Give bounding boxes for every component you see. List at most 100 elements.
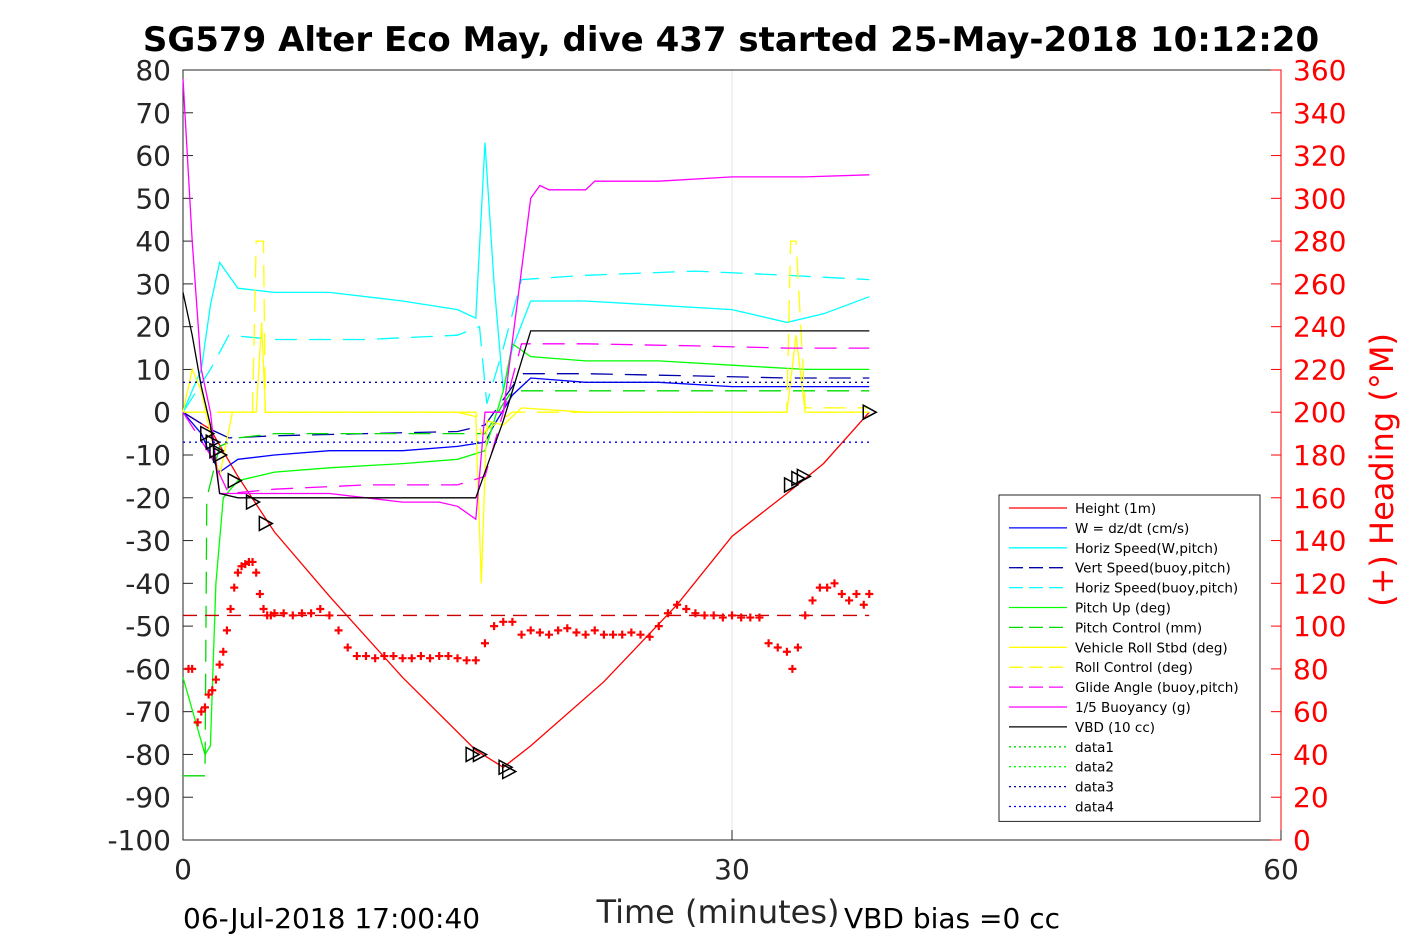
heading-point-79 [782, 647, 791, 656]
heading-point-2 [193, 718, 202, 727]
heading-point-55 [563, 624, 572, 633]
heading-point-25 [288, 611, 297, 620]
legend-label-0: Height (1m) [1075, 501, 1156, 517]
y-tick-label-13: -50 [125, 610, 171, 643]
y-tick-label-3: 50 [135, 182, 171, 215]
triangle-marker-9 [498, 759, 514, 776]
y-right-tick-label-5: 260 [1293, 268, 1346, 301]
y-tick-label-7: 10 [135, 353, 171, 386]
legend-box [998, 494, 1261, 822]
heading-point-73 [728, 611, 736, 620]
legend-label-4: Horiz Speed(buoy,pitch) [1075, 581, 1238, 597]
y-axis-right-label: (+) Heading (°M) [1363, 333, 1401, 607]
y-right-tick-label-17: 20 [1293, 781, 1329, 814]
heading-point-37 [398, 654, 407, 663]
series-line-2 [182, 142, 870, 413]
legend-label-1: W = dz/dt (cm/s) [1075, 521, 1189, 537]
y-tick-label-15: -70 [125, 696, 171, 729]
legend-label-10: 1/5 Buoyancy (g) [1075, 700, 1191, 716]
heading-point-62 [627, 628, 636, 637]
heading-point-8 [215, 660, 224, 669]
heading-point-48 [499, 617, 508, 626]
y-axis-right: 3603403203002802602402202001801601401201… [1271, 54, 1346, 857]
heading-point-6 [208, 686, 217, 695]
heading-point-27 [307, 609, 316, 618]
heading-point-1 [188, 664, 197, 673]
heading-point-23 [270, 609, 279, 618]
y-right-tick-label-0: 360 [1293, 54, 1346, 87]
y-tick-label-14: -60 [125, 653, 171, 686]
heading-point-75 [746, 613, 755, 622]
triangle-marker-6 [258, 515, 274, 532]
y-right-tick-label-2: 320 [1293, 140, 1346, 173]
heading-point-40 [426, 654, 435, 663]
heading-point-29 [325, 611, 334, 620]
heading-point-60 [609, 630, 618, 639]
y-right-tick-label-8: 200 [1293, 396, 1346, 429]
heading-point-89 [852, 590, 861, 599]
heading-point-71 [709, 611, 718, 620]
legend-label-9: Glide Angle (buoy,pitch) [1075, 680, 1239, 696]
series-line-6 [183, 390, 870, 777]
y-right-tick-label-9: 180 [1293, 439, 1346, 472]
heading-point-74 [737, 613, 746, 622]
heading-point-45 [471, 656, 480, 665]
heading-point-86 [830, 579, 839, 588]
y-right-tick-label-12: 120 [1293, 567, 1346, 600]
triangle-marker-3 [212, 446, 229, 464]
legend-label-7: Vehicle Roll Stbd (deg) [1075, 640, 1228, 656]
heading-point-47 [490, 622, 499, 631]
heading-point-34 [371, 654, 380, 663]
heading-point-85 [823, 583, 832, 592]
legend-label-8: Roll Control (deg) [1075, 660, 1193, 676]
triangle-marker-13 [796, 468, 812, 485]
x-tick-label-2: 60 [1263, 853, 1299, 886]
heading-point-5 [204, 690, 213, 699]
heading-points [184, 557, 874, 727]
heading-point-12 [230, 583, 239, 592]
heading-point-32 [352, 652, 361, 661]
legend-label-6: Pitch Control (mm) [1075, 620, 1202, 636]
heading-point-63 [636, 630, 645, 639]
y-tick-label-2: 60 [135, 140, 171, 173]
heading-point-72 [718, 613, 727, 622]
series-line-4 [182, 270, 870, 413]
heading-point-65 [654, 622, 663, 631]
heading-point-24 [279, 609, 288, 618]
y-right-tick-label-18: 0 [1293, 824, 1311, 857]
y-right-tick-label-15: 60 [1293, 696, 1329, 729]
chart-title: SG579 Alter Eco May, dive 437 started 25… [143, 20, 1319, 60]
y-tick-label-11: -30 [125, 525, 171, 558]
legend-label-13: data2 [1075, 760, 1114, 776]
y-right-tick-label-1: 340 [1293, 97, 1346, 130]
y-right-tick-label-13: 100 [1293, 610, 1346, 643]
heading-point-44 [462, 656, 471, 665]
heading-point-46 [480, 639, 489, 648]
y-tick-label-16: -80 [125, 738, 171, 771]
heading-point-3 [197, 707, 206, 716]
y-tick-label-18: -100 [107, 824, 171, 857]
heading-point-18 [252, 568, 261, 577]
triangle-marker-2 [209, 442, 225, 459]
heading-point-7 [211, 675, 220, 684]
series-line-10 [182, 78, 870, 521]
series-line-3 [182, 373, 870, 439]
heading-point-41 [435, 652, 444, 661]
series-line-7 [182, 322, 870, 584]
legend-label-3: Vert Speed(buoy,pitch) [1075, 561, 1231, 577]
heading-point-76 [755, 613, 764, 622]
heading-point-66 [663, 609, 672, 618]
y-tick-label-5: 30 [135, 268, 171, 301]
legend-label-5: Pitch Up (deg) [1075, 601, 1171, 617]
legend-label-2: Horiz Speed(W,pitch) [1075, 541, 1218, 557]
heading-point-38 [407, 654, 416, 663]
heading-point-50 [517, 630, 526, 639]
heading-point-90 [859, 600, 868, 609]
heading-point-30 [334, 626, 343, 635]
heading-point-11 [226, 605, 235, 613]
footer-timestamp: 06-Jul-2018 17:00:40 [183, 902, 480, 935]
x-axis-label: Time (minutes) [596, 893, 840, 931]
heading-point-83 [808, 596, 817, 605]
heading-point-43 [453, 654, 462, 663]
